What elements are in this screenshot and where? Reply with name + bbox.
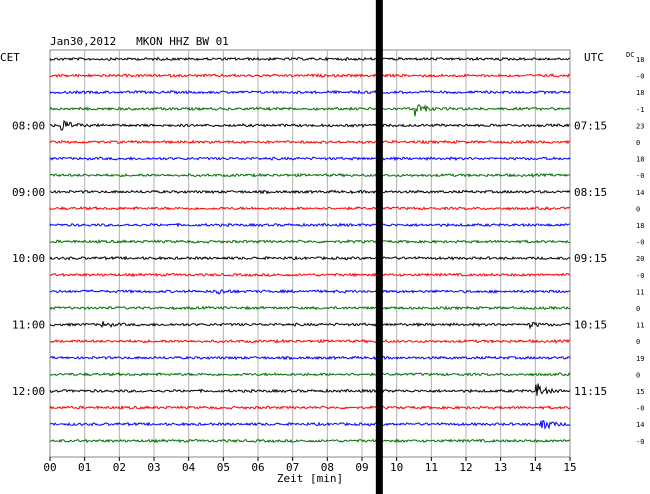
x-tick-label: 03 bbox=[147, 461, 160, 474]
dc-value: 11 bbox=[636, 288, 644, 296]
dc-value: -0 bbox=[636, 172, 644, 180]
x-tick-label: 11 bbox=[425, 461, 438, 474]
dc-value: 14 bbox=[636, 421, 644, 429]
plot-frame bbox=[49, 49, 571, 458]
trace-line bbox=[49, 139, 571, 145]
dc-value: -0 bbox=[636, 405, 644, 413]
trace-line bbox=[49, 355, 571, 361]
x-tick-label: 00 bbox=[43, 461, 56, 474]
trace-line bbox=[49, 419, 571, 430]
dc-value: 20 bbox=[636, 255, 644, 263]
x-tick-label: 08 bbox=[321, 461, 334, 474]
right-time-label: 08:15 bbox=[574, 186, 607, 199]
gap-bar bbox=[375, 0, 383, 494]
trace-line bbox=[49, 120, 570, 132]
data-gap-bar bbox=[375, 0, 383, 494]
dc-value: 18 bbox=[636, 156, 644, 164]
x-tick-label: 05 bbox=[217, 461, 230, 474]
trace-line bbox=[49, 272, 571, 278]
right-axis-label: UTC bbox=[584, 51, 604, 64]
dc-value: 15 bbox=[636, 388, 644, 396]
trace-line bbox=[49, 255, 571, 261]
x-tick-label: 06 bbox=[251, 461, 264, 474]
x-axis-label: Zeit [min] bbox=[277, 472, 343, 485]
dc-value: -0 bbox=[636, 438, 644, 446]
right-time-label: 10:15 bbox=[574, 319, 607, 332]
trace-line bbox=[49, 383, 571, 396]
dc-label: DC bbox=[626, 51, 634, 59]
trace-line bbox=[49, 205, 571, 211]
dc-value: 19 bbox=[636, 355, 644, 363]
traces bbox=[49, 56, 571, 444]
dc-value: 18 bbox=[636, 222, 644, 230]
trace-line bbox=[49, 172, 571, 178]
left-time-labels: 08:00 09:00 10:00 11:00 12:00 bbox=[12, 119, 45, 398]
x-tick-label: 04 bbox=[182, 461, 196, 474]
trace-line bbox=[49, 288, 571, 295]
trace-line bbox=[49, 89, 571, 95]
trace-line bbox=[49, 405, 571, 410]
x-tick-label: 01 bbox=[78, 461, 91, 474]
chart-title: Jan30,2012 MKON HHZ BW 01 bbox=[50, 35, 229, 48]
right-time-label: 07:15 bbox=[574, 119, 607, 132]
trace-line bbox=[49, 72, 571, 78]
dc-value: 18 bbox=[636, 56, 644, 64]
dc-value: 14 bbox=[636, 189, 644, 197]
trace-line bbox=[49, 189, 571, 195]
dc-value: -0 bbox=[636, 272, 644, 280]
left-axis-label: CET bbox=[0, 51, 20, 64]
dc-value: 0 bbox=[636, 305, 640, 313]
dc-value: 0 bbox=[636, 139, 640, 147]
trace-line bbox=[49, 156, 571, 162]
left-time-label: 11:00 bbox=[12, 319, 45, 332]
x-tick-label: 13 bbox=[494, 461, 507, 474]
left-time-label: 08:00 bbox=[12, 119, 45, 132]
trace-line bbox=[49, 222, 571, 228]
dc-value: 0 bbox=[636, 205, 640, 213]
right-time-label: 11:15 bbox=[574, 385, 607, 398]
x-tick-label: 12 bbox=[459, 461, 472, 474]
trace-line bbox=[49, 438, 570, 444]
trace-line bbox=[49, 338, 571, 344]
dc-value: 23 bbox=[636, 122, 644, 130]
x-tick-label: 09 bbox=[355, 461, 368, 474]
dc-value: 11 bbox=[636, 322, 644, 330]
dc-value: 0 bbox=[636, 338, 640, 346]
dc-value: -0 bbox=[636, 73, 644, 81]
x-tick-label: 10 bbox=[390, 461, 403, 474]
trace-line bbox=[49, 321, 571, 330]
left-time-label: 12:00 bbox=[12, 385, 45, 398]
x-tick-label: 07 bbox=[286, 461, 299, 474]
left-time-label: 10:00 bbox=[12, 252, 45, 265]
trace-line bbox=[49, 371, 571, 377]
trace-line bbox=[49, 305, 571, 311]
right-time-label: 09:15 bbox=[574, 252, 607, 265]
x-tick-label: 02 bbox=[113, 461, 126, 474]
right-time-labels: 07:15 08:15 09:15 10:15 11:15 bbox=[574, 119, 607, 398]
trace-line bbox=[49, 239, 571, 244]
x-ticks: 00 01 02 03 04 05 06 07 08 09 10 11 12 13 14 15 bbox=[43, 457, 577, 474]
dc-value: -1 bbox=[636, 106, 644, 114]
dc-value: 0 bbox=[636, 371, 640, 379]
left-time-label: 09:00 bbox=[12, 186, 45, 199]
x-tick-label: 15 bbox=[563, 461, 576, 474]
dc-value: 18 bbox=[636, 89, 644, 97]
dc-values: 18 -0 18 -1 23 0 18 -0 14 0 18 -0 20 -0 11 0 11 0 19 0 15 -0 1… bbox=[636, 56, 644, 446]
dc-value: -0 bbox=[636, 239, 644, 247]
x-tick-label: 14 bbox=[529, 461, 543, 474]
trace-line bbox=[49, 103, 571, 117]
trace-line bbox=[49, 56, 571, 62]
